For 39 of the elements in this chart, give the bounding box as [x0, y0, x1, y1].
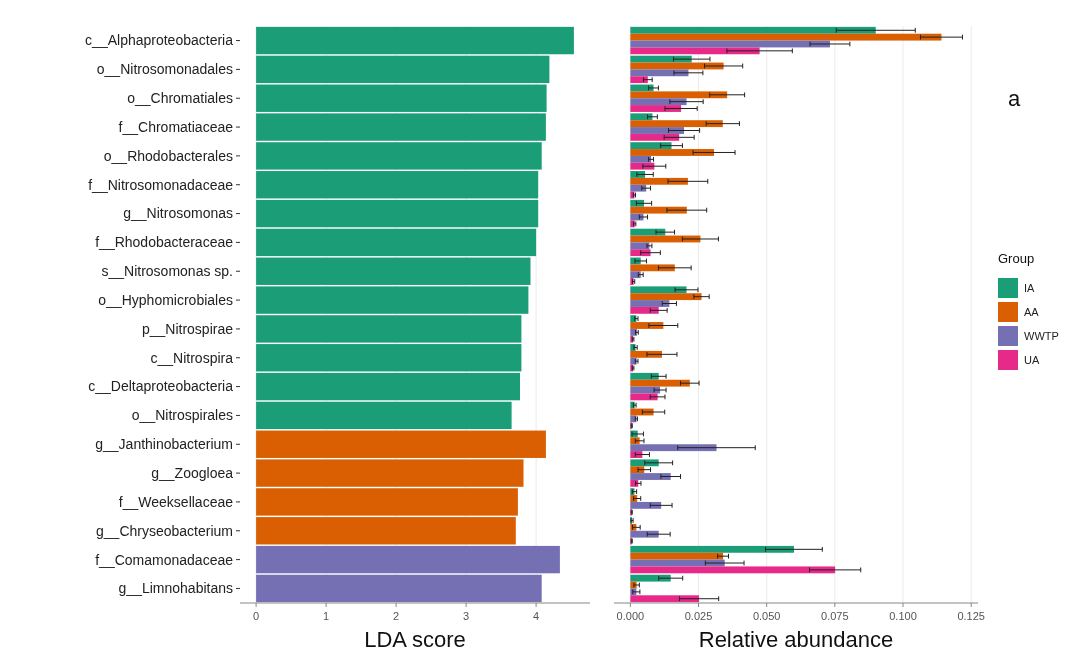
y-tick-label: f__Rhodobacteraceae: [95, 234, 234, 251]
legend-label: AA: [1024, 305, 1040, 318]
y-tick-label: g__Chryseobacterium: [96, 522, 233, 539]
x-tick-label: 0.025: [684, 610, 713, 622]
text: a: [1008, 86, 1021, 111]
y-tick-label: g__Zoogloea: [151, 465, 234, 481]
x-tick-label: 0.000: [616, 610, 645, 622]
y-tick-label: g__Limnohabitans: [118, 580, 233, 597]
y-tick-label: f__Comamonadaceae: [95, 551, 234, 568]
x-tick-label: 0.100: [889, 610, 917, 622]
x-tick-label: 4: [533, 610, 540, 622]
legend-title: Group: [998, 250, 1035, 266]
y-tick-label: c__Deltaproteobacteria: [88, 378, 234, 395]
x-tick-label: 0.075: [821, 610, 849, 622]
x-tick-label: 3: [463, 610, 470, 622]
y-tick-label: g__Janthinobacterium: [95, 436, 233, 453]
x-tick-label: 2: [393, 610, 400, 622]
y-tick-label: c__Alphaproteobacteria: [85, 32, 234, 49]
y-tick-label: c__Nitrospira: [150, 349, 234, 366]
x-tick-label: 0: [253, 610, 260, 622]
y-tick-label: f__Nitrosomonadaceae: [88, 176, 234, 193]
y-tick-label: o__Nitrospirales: [131, 407, 233, 424]
y-tick-label: f__Chromatiaceae: [118, 118, 234, 135]
x-tick-label: 1: [323, 610, 330, 622]
legend-label: UA: [1024, 353, 1040, 366]
y-tick-label: p__Nitrospirae: [141, 320, 234, 337]
y-tick-label: o__Rhodobacterales: [103, 147, 233, 164]
x-axis-title: LDA score: [364, 627, 466, 648]
y-tick-label: g__Nitrosomonas: [123, 205, 233, 222]
y-tick-label: s__Nitrosomonas sp.: [101, 263, 233, 280]
y-tick-label: f__Weeksellaceae: [118, 493, 234, 510]
x-tick-label: 0.050: [752, 610, 781, 622]
legend-label: IA: [1024, 281, 1036, 294]
x-axis-title: Relative abundance: [698, 627, 894, 648]
y-tick-label: o__Chromatiales: [127, 90, 233, 107]
y-tick-label: o__Hyphomicrobiales: [98, 291, 233, 308]
y-tick-label: o__Nitrosomonadales: [96, 61, 233, 78]
legend-label: WWTP: [1024, 329, 1059, 342]
x-tick-label: 0.125: [957, 610, 985, 622]
